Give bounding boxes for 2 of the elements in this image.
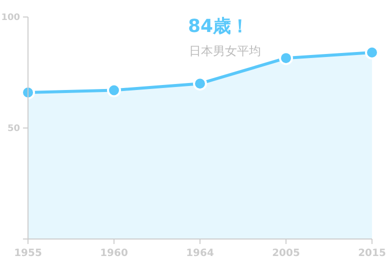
text: 日本男女平均 xyxy=(189,44,261,58)
chart-title: 84歳！ xyxy=(188,16,250,37)
